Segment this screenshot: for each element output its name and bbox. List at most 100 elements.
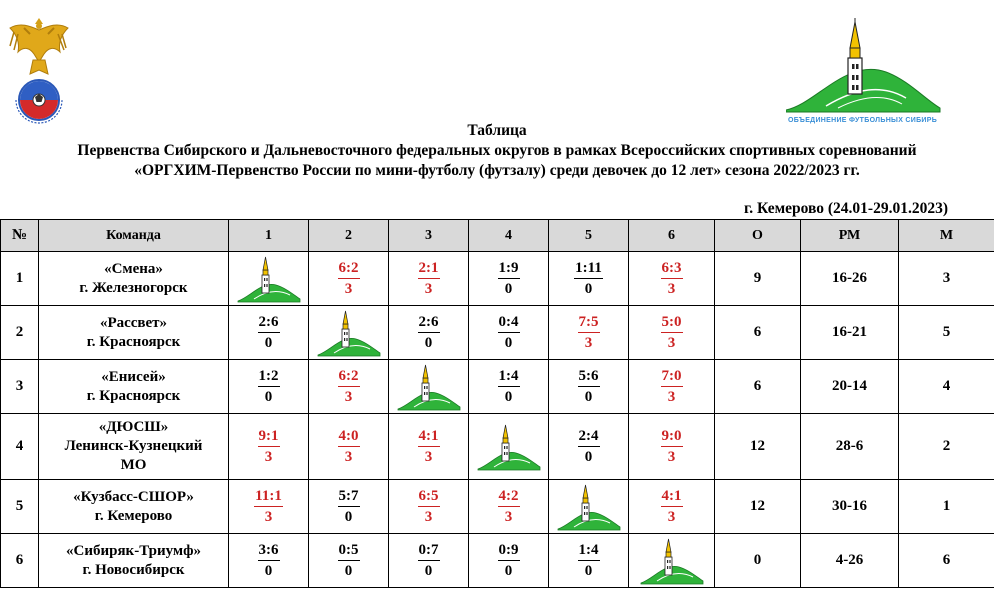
total-points: 6 xyxy=(714,359,801,414)
match-goals: 2:4 xyxy=(577,426,600,447)
match-score: 0:5 0 xyxy=(337,540,360,581)
match-goals: 4:0 xyxy=(337,426,360,447)
logo-caption: ОБЪЕДИНЕНИЕ ФУТБОЛЬНЫХ СИБИРЬ xyxy=(788,117,938,124)
match-score: 2:6 0 xyxy=(257,312,280,353)
match-goals: 1:2 xyxy=(257,366,280,387)
match-points: 3 xyxy=(264,509,273,525)
match-result-cell: 0:9 0 xyxy=(468,533,549,588)
match-points: 0 xyxy=(504,389,513,405)
match-score: 5:7 0 xyxy=(337,486,360,527)
match-score: 6:5 3 xyxy=(417,486,440,527)
final-place: 1 xyxy=(898,479,994,534)
match-score: 2:1 3 xyxy=(417,258,440,299)
total-points: 6 xyxy=(714,305,801,360)
col-header-4: 4 xyxy=(468,219,549,252)
final-place: 4 xyxy=(898,359,994,414)
table-row: 2 «Рассвет» г. Красноярск 2:6 0 2:6 0 0:4 0 7:5 3 5… xyxy=(0,305,994,360)
match-result-cell: 2:6 0 xyxy=(228,305,309,360)
match-score: 6:2 3 xyxy=(337,258,360,299)
col-header-1: 1 xyxy=(228,219,309,252)
rfu-emblem-logo xyxy=(6,12,72,128)
col-header-place: М xyxy=(898,219,994,252)
col-header-goals: РМ xyxy=(800,219,899,252)
team-name-line: г. Красноярск xyxy=(86,387,181,404)
match-goals: 1:9 xyxy=(497,258,520,279)
team-name-line: г. Железногорск xyxy=(79,279,188,296)
final-place: 2 xyxy=(898,413,994,480)
church-hill-icon xyxy=(785,18,941,113)
match-points: 0 xyxy=(584,389,593,405)
match-result-cell: 2:6 0 xyxy=(388,305,469,360)
match-points: 3 xyxy=(667,389,676,405)
col-header-points: О xyxy=(714,219,801,252)
team-name-line: «Рассвет» xyxy=(99,314,168,331)
match-score: 4:1 3 xyxy=(417,426,440,467)
match-result-cell: 6:2 3 xyxy=(308,359,389,414)
team-name-line: г. Новосибирск xyxy=(82,561,185,578)
match-result-cell: 1:4 0 xyxy=(548,533,629,588)
match-result-cell: 1:9 0 xyxy=(468,251,549,306)
self-match-cell xyxy=(468,413,549,480)
table-row: 4 «ДЮСШ» Ленинск-Кузнецкий МО 9:1 3 4:0 3 4:1 3 2:… xyxy=(0,413,994,480)
match-goals: 5:7 xyxy=(337,486,360,507)
match-result-cell: 9:1 3 xyxy=(228,413,309,480)
match-points: 0 xyxy=(344,563,353,579)
match-score: 1:4 0 xyxy=(497,366,520,407)
team-name-line: «Енисей» xyxy=(101,368,166,385)
match-score: 0:9 0 xyxy=(497,540,520,581)
match-goals: 2:6 xyxy=(257,312,280,333)
match-goals: 6:2 xyxy=(337,366,360,387)
match-result-cell: 4:1 3 xyxy=(388,413,469,480)
match-result-cell: 5:7 0 xyxy=(308,479,389,534)
final-place: 6 xyxy=(898,533,994,588)
match-goals: 0:9 xyxy=(497,540,520,561)
match-result-cell: 5:6 0 xyxy=(548,359,629,414)
match-result-cell: 3:6 0 xyxy=(228,533,309,588)
match-result-cell: 4:1 3 xyxy=(628,479,715,534)
match-points: 0 xyxy=(344,509,353,525)
match-result-cell: 1:2 0 xyxy=(228,359,309,414)
match-result-cell: 5:0 3 xyxy=(628,305,715,360)
total-points: 0 xyxy=(714,533,801,588)
match-score: 4:0 3 xyxy=(337,426,360,467)
match-score: 6:3 3 xyxy=(660,258,683,299)
match-goals: 2:6 xyxy=(417,312,440,333)
match-score: 1:9 0 xyxy=(497,258,520,299)
match-score: 9:0 3 xyxy=(660,426,683,467)
team-name: «Смена» г. Железногорск xyxy=(38,251,229,306)
total-points: 12 xyxy=(714,479,801,534)
self-match-cell xyxy=(548,479,629,534)
church-hill-icon xyxy=(317,310,380,356)
match-goals: 0:5 xyxy=(337,540,360,561)
goal-difference: 16-21 xyxy=(800,305,899,360)
match-points: 3 xyxy=(667,449,676,465)
match-points: 3 xyxy=(667,281,676,297)
document-header: Таблица Первенства Сибирского и Дальнево… xyxy=(0,121,994,181)
match-points: 0 xyxy=(264,563,273,579)
header-competition: «ОРГХИМ-Первенство России по мини-футбол… xyxy=(134,162,860,179)
self-match-cell xyxy=(628,533,715,588)
match-goals: 2:1 xyxy=(417,258,440,279)
team-name-line: г. Кемерово xyxy=(94,507,173,524)
match-points: 3 xyxy=(264,449,273,465)
match-goals: 9:0 xyxy=(660,426,683,447)
row-number: 6 xyxy=(0,533,39,588)
church-hill-icon xyxy=(640,538,703,584)
match-points: 0 xyxy=(264,389,273,405)
match-score: 0:4 0 xyxy=(497,312,520,353)
siberia-football-logo: ОБЪЕДИНЕНИЕ ФУТБОЛЬНЫХ СИБИРЬ xyxy=(785,18,942,124)
match-goals: 0:4 xyxy=(497,312,520,333)
match-goals: 3:6 xyxy=(257,540,280,561)
match-points: 0 xyxy=(504,563,513,579)
match-goals: 0:7 xyxy=(417,540,440,561)
header-subtitle: Первенства Сибирского и Дальневосточного… xyxy=(77,142,917,159)
church-hill-icon xyxy=(557,484,620,530)
church-hill-icon xyxy=(477,424,540,470)
match-score: 4:2 3 xyxy=(497,486,520,527)
match-result-cell: 7:5 3 xyxy=(548,305,629,360)
self-match-cell xyxy=(228,251,309,306)
match-score: 1:4 0 xyxy=(577,540,600,581)
header-title: Таблица xyxy=(467,122,527,139)
goal-difference: 4-26 xyxy=(800,533,899,588)
match-score: 6:2 3 xyxy=(337,366,360,407)
